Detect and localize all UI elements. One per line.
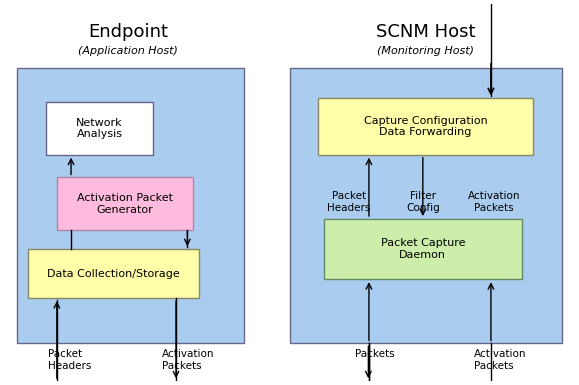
Text: SCNM Host: SCNM Host <box>376 23 475 41</box>
Text: Data Collection/Storage: Data Collection/Storage <box>47 269 180 279</box>
Bar <box>28 249 199 298</box>
Text: Packet
Headers: Packet Headers <box>327 191 371 213</box>
Text: (Application Host): (Application Host) <box>78 46 178 56</box>
Text: Packets: Packets <box>355 349 394 359</box>
Text: Network
Analysis: Network Analysis <box>76 117 123 139</box>
Bar <box>290 68 562 343</box>
Text: Activation
Packets: Activation Packets <box>467 191 520 213</box>
Text: Endpoint: Endpoint <box>88 23 168 41</box>
Text: Activation
Packets: Activation Packets <box>162 349 214 371</box>
Bar <box>324 219 522 279</box>
Bar <box>17 68 244 343</box>
Text: (Monitoring Host): (Monitoring Host) <box>377 46 474 56</box>
Text: Packet Capture
Daemon: Packet Capture Daemon <box>380 238 465 260</box>
Text: Filter
Config: Filter Config <box>406 191 439 213</box>
Bar <box>46 102 153 155</box>
Text: Packet
Headers: Packet Headers <box>49 349 91 371</box>
Text: Capture Configuration
Data Forwarding: Capture Configuration Data Forwarding <box>364 116 488 137</box>
Text: Activation
Packets: Activation Packets <box>474 349 526 371</box>
Text: Activation Packet
Generator: Activation Packet Generator <box>77 193 173 214</box>
Bar <box>318 98 533 155</box>
Bar <box>57 177 193 230</box>
